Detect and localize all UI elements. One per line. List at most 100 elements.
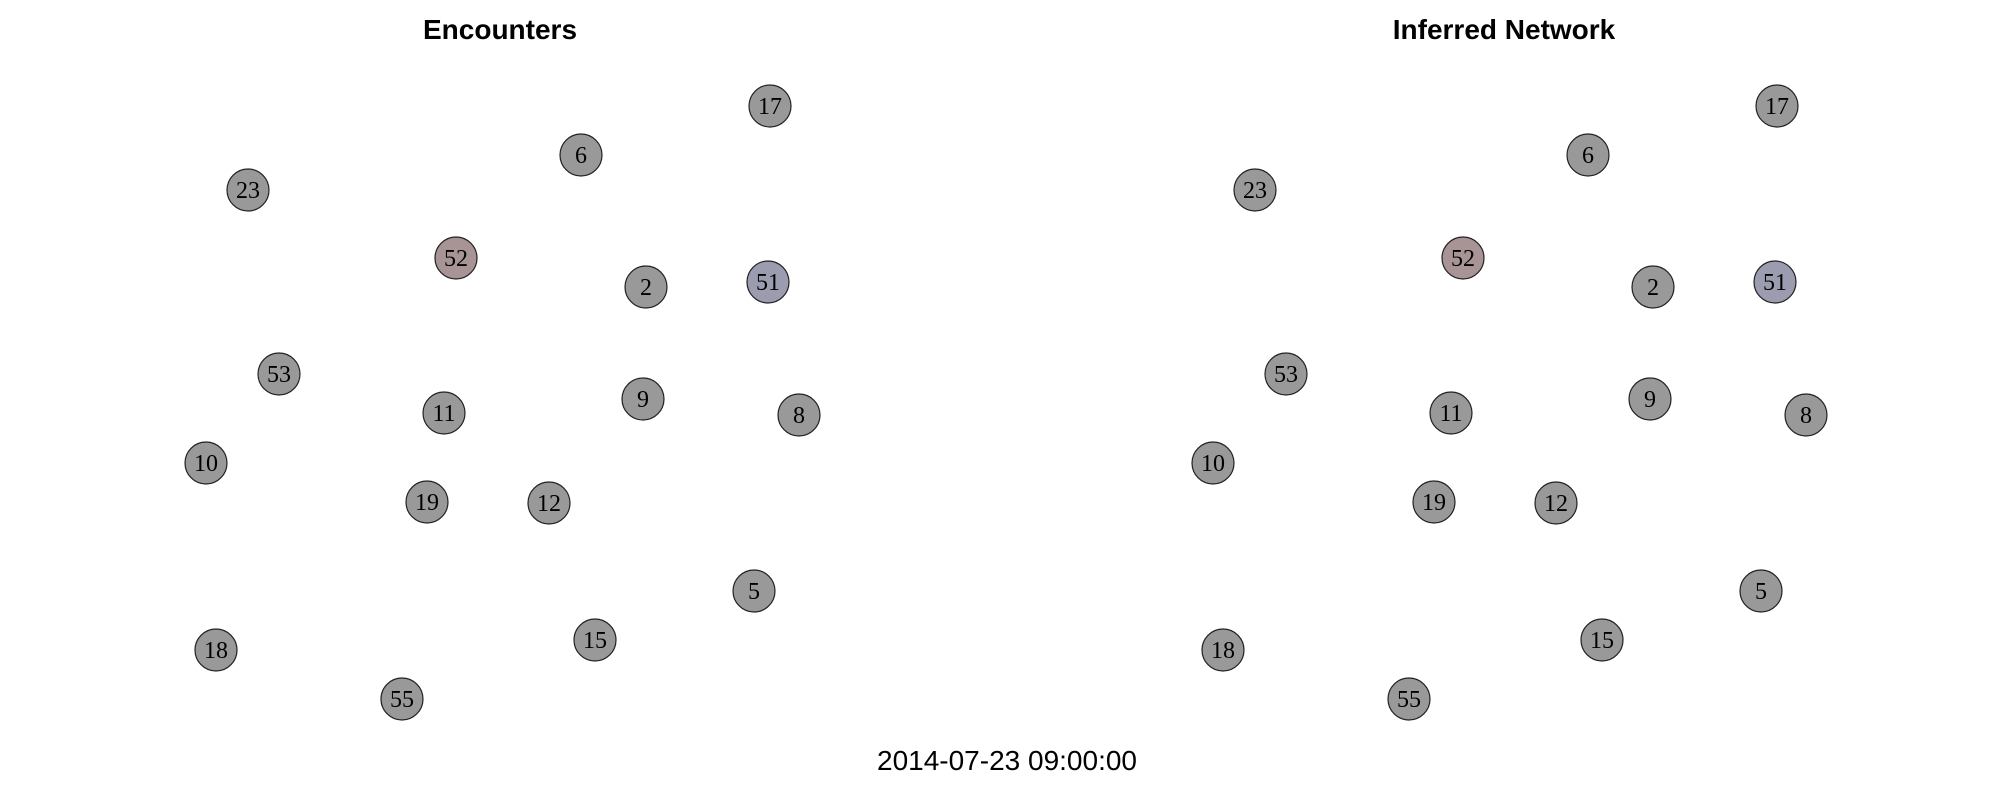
node-circle (1631, 265, 1675, 309)
node-circle (184, 441, 228, 485)
network-node: 55 (1387, 677, 1431, 721)
node-label: 17 (1765, 94, 1789, 120)
node-label: 52 (444, 246, 468, 272)
network-node: 55 (380, 677, 424, 721)
network-node: 23 (1233, 168, 1277, 212)
timestamp-label: 2014-07-23 09:00:00 (877, 745, 1137, 776)
node-label: 2 (1647, 275, 1659, 301)
node-label: 23 (1243, 178, 1267, 204)
node-circle (194, 628, 238, 672)
node-label: 15 (1590, 628, 1614, 654)
node-label: 6 (575, 143, 587, 169)
encounters-node-layer: 17 6 23 52 2 51 53 11 9 8 10 19 12 5 18 15 55 (184, 84, 821, 721)
network-node: 8 (777, 393, 821, 437)
network-node: 15 (573, 618, 617, 662)
node-label: 10 (1201, 451, 1225, 477)
node-circle (1784, 393, 1828, 437)
node-label: 11 (1439, 401, 1462, 427)
network-node: 12 (1534, 481, 1578, 525)
network-node: 15 (1580, 618, 1624, 662)
network-node: 19 (1412, 480, 1456, 524)
node-circle (405, 480, 449, 524)
node-label: 23 (236, 178, 260, 204)
node-circle (746, 260, 790, 304)
node-label: 12 (537, 491, 561, 517)
network-node: 5 (1739, 569, 1783, 613)
node-label: 10 (194, 451, 218, 477)
node-circle (559, 133, 603, 177)
node-circle (1233, 168, 1277, 212)
node-label: 55 (390, 687, 414, 713)
node-label: 9 (1644, 387, 1656, 413)
node-circle (1755, 84, 1799, 128)
network-node: 2 (624, 265, 668, 309)
node-circle (777, 393, 821, 437)
node-circle (1201, 628, 1245, 672)
node-circle (624, 265, 668, 309)
node-label: 51 (756, 270, 780, 296)
node-label: 11 (432, 401, 455, 427)
node-label: 18 (204, 638, 228, 664)
network-node: 53 (257, 352, 301, 396)
node-circle (1628, 377, 1672, 421)
network-node: 23 (226, 168, 270, 212)
node-label: 55 (1397, 687, 1421, 713)
network-node: 9 (1628, 377, 1672, 421)
node-circle (748, 84, 792, 128)
network-node: 17 (748, 84, 792, 128)
node-label: 6 (1582, 143, 1594, 169)
network-node: 8 (1784, 393, 1828, 437)
node-label: 15 (583, 628, 607, 654)
node-circle (257, 352, 301, 396)
node-circle (434, 236, 478, 280)
node-circle (1441, 236, 1485, 280)
network-node: 18 (1201, 628, 1245, 672)
node-circle (422, 391, 466, 435)
node-label: 18 (1211, 638, 1235, 664)
node-label: 2 (640, 275, 652, 301)
node-circle (1534, 481, 1578, 525)
network-node: 5 (732, 569, 776, 613)
node-circle (226, 168, 270, 212)
network-node: 10 (184, 441, 228, 485)
node-circle (1753, 260, 1797, 304)
network-node: 6 (1566, 133, 1610, 177)
network-node: 51 (1753, 260, 1797, 304)
node-circle (621, 377, 665, 421)
node-circle (1739, 569, 1783, 613)
node-label: 8 (793, 403, 805, 429)
node-circle (1566, 133, 1610, 177)
inferred-network-panel-title: Inferred Network (1393, 14, 1616, 45)
node-label: 5 (1755, 579, 1767, 605)
node-label: 17 (758, 94, 782, 120)
node-circle (1387, 677, 1431, 721)
network-node: 52 (434, 236, 478, 280)
node-label: 51 (1763, 270, 1787, 296)
node-circle (732, 569, 776, 613)
node-label: 53 (1274, 362, 1298, 388)
network-node: 19 (405, 480, 449, 524)
node-label: 9 (637, 387, 649, 413)
network-node: 51 (746, 260, 790, 304)
node-label: 8 (1800, 403, 1812, 429)
network-node: 9 (621, 377, 665, 421)
node-label: 12 (1544, 491, 1568, 517)
node-circle (380, 677, 424, 721)
node-circle (1580, 618, 1624, 662)
network-node: 53 (1264, 352, 1308, 396)
network-node: 11 (1429, 391, 1473, 435)
network-node: 10 (1191, 441, 1235, 485)
node-circle (1412, 480, 1456, 524)
network-node: 11 (422, 391, 466, 435)
network-node: 12 (527, 481, 571, 525)
node-circle (527, 481, 571, 525)
network-node: 6 (559, 133, 603, 177)
inferred-network-node-layer: 17 6 23 52 2 51 53 11 9 8 10 19 12 5 18 15 55 (1191, 84, 1828, 721)
network-node: 18 (194, 628, 238, 672)
node-circle (1191, 441, 1235, 485)
network-node: 52 (1441, 236, 1485, 280)
node-circle (1264, 352, 1308, 396)
network-node: 2 (1631, 265, 1675, 309)
node-label: 19 (415, 490, 439, 516)
